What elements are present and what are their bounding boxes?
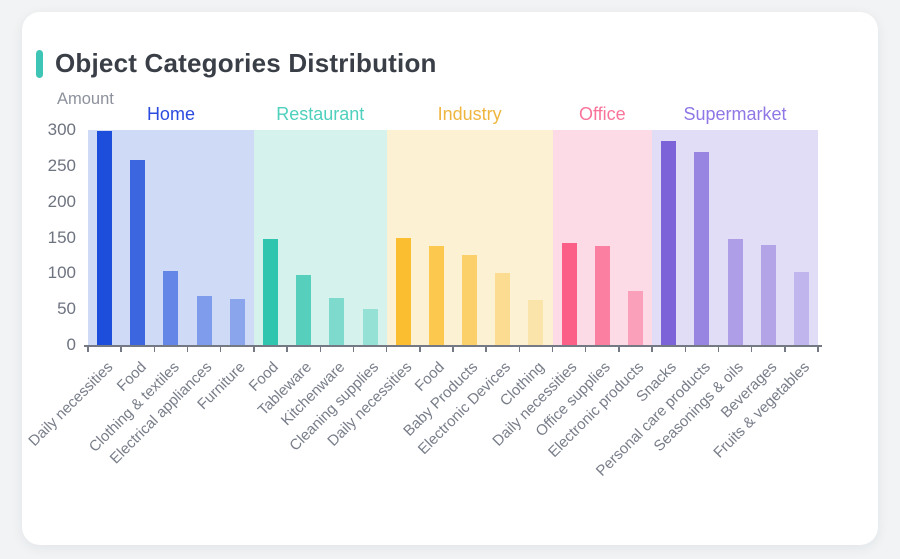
x-axis-tick [319, 347, 322, 352]
bar[interactable] [329, 298, 345, 345]
x-axis-tick [817, 347, 819, 352]
x-axis-tick [153, 347, 156, 352]
chart-title: Object Categories Distribution [55, 48, 437, 78]
bar[interactable] [661, 140, 677, 345]
bar[interactable] [561, 243, 577, 345]
y-axis-label: 50 [57, 299, 76, 319]
group-label: Home [146, 104, 195, 124]
y-axis-label: 200 [47, 191, 76, 211]
bar[interactable] [760, 244, 776, 345]
x-axis-tick [750, 347, 753, 352]
group-label: Office [578, 104, 626, 124]
x-axis-tick [352, 347, 355, 352]
x-axis-tick [120, 347, 122, 352]
x-axis-tick [419, 347, 421, 352]
x-axis-tick [784, 347, 786, 352]
bar[interactable] [163, 271, 179, 345]
y-axis-label: 150 [47, 227, 76, 247]
y-axis-title: Amount [57, 90, 114, 108]
bar[interactable] [229, 299, 245, 345]
bar[interactable] [97, 131, 113, 345]
x-axis-tick [385, 347, 388, 352]
x-axis-line [84, 345, 822, 347]
x-axis-tick [584, 347, 587, 352]
bar[interactable] [628, 291, 643, 345]
bar[interactable] [495, 273, 511, 345]
bar-chart: Home Daily necessities Food Clothing & text… [22, 12, 878, 545]
bar[interactable] [694, 151, 710, 345]
bar[interactable] [462, 254, 478, 345]
bar[interactable] [793, 271, 809, 345]
x-axis-tick [253, 347, 255, 352]
x-axis-tick [518, 347, 521, 352]
title-row: Object Categories Distribution [36, 48, 437, 79]
x-axis-tick [551, 347, 554, 352]
x-axis-tick [651, 347, 653, 352]
chart-card: Object Categories Distribution Amount Ho… [22, 12, 878, 545]
bar[interactable] [428, 246, 444, 345]
group-label: Supermarket [683, 104, 787, 124]
y-axis-label: 0 [66, 335, 76, 354]
bar[interactable] [594, 246, 610, 345]
bar[interactable] [130, 160, 146, 345]
bar[interactable] [296, 275, 312, 345]
x-axis-tick [219, 347, 222, 352]
x-axis-tick [286, 347, 288, 352]
y-axis-label: 100 [47, 263, 76, 283]
group-label: Restaurant [276, 104, 365, 124]
x-axis-tick [186, 347, 189, 352]
bar[interactable] [528, 299, 544, 345]
bar[interactable] [196, 296, 212, 345]
x-axis-tick [87, 347, 89, 352]
group-label: Industry [437, 104, 502, 124]
y-axis-label: 250 [47, 155, 76, 175]
bar[interactable] [362, 309, 378, 345]
x-axis-tick [452, 347, 454, 352]
x-axis-tick [717, 347, 720, 352]
bar[interactable] [395, 237, 411, 345]
bar[interactable] [727, 238, 743, 345]
y-axis-label: 300 [47, 120, 76, 139]
bar[interactable] [263, 238, 278, 345]
title-accent-bar [36, 49, 43, 78]
x-axis-tick [485, 347, 487, 352]
x-axis-tick [618, 347, 620, 352]
x-axis-tick [684, 347, 687, 352]
